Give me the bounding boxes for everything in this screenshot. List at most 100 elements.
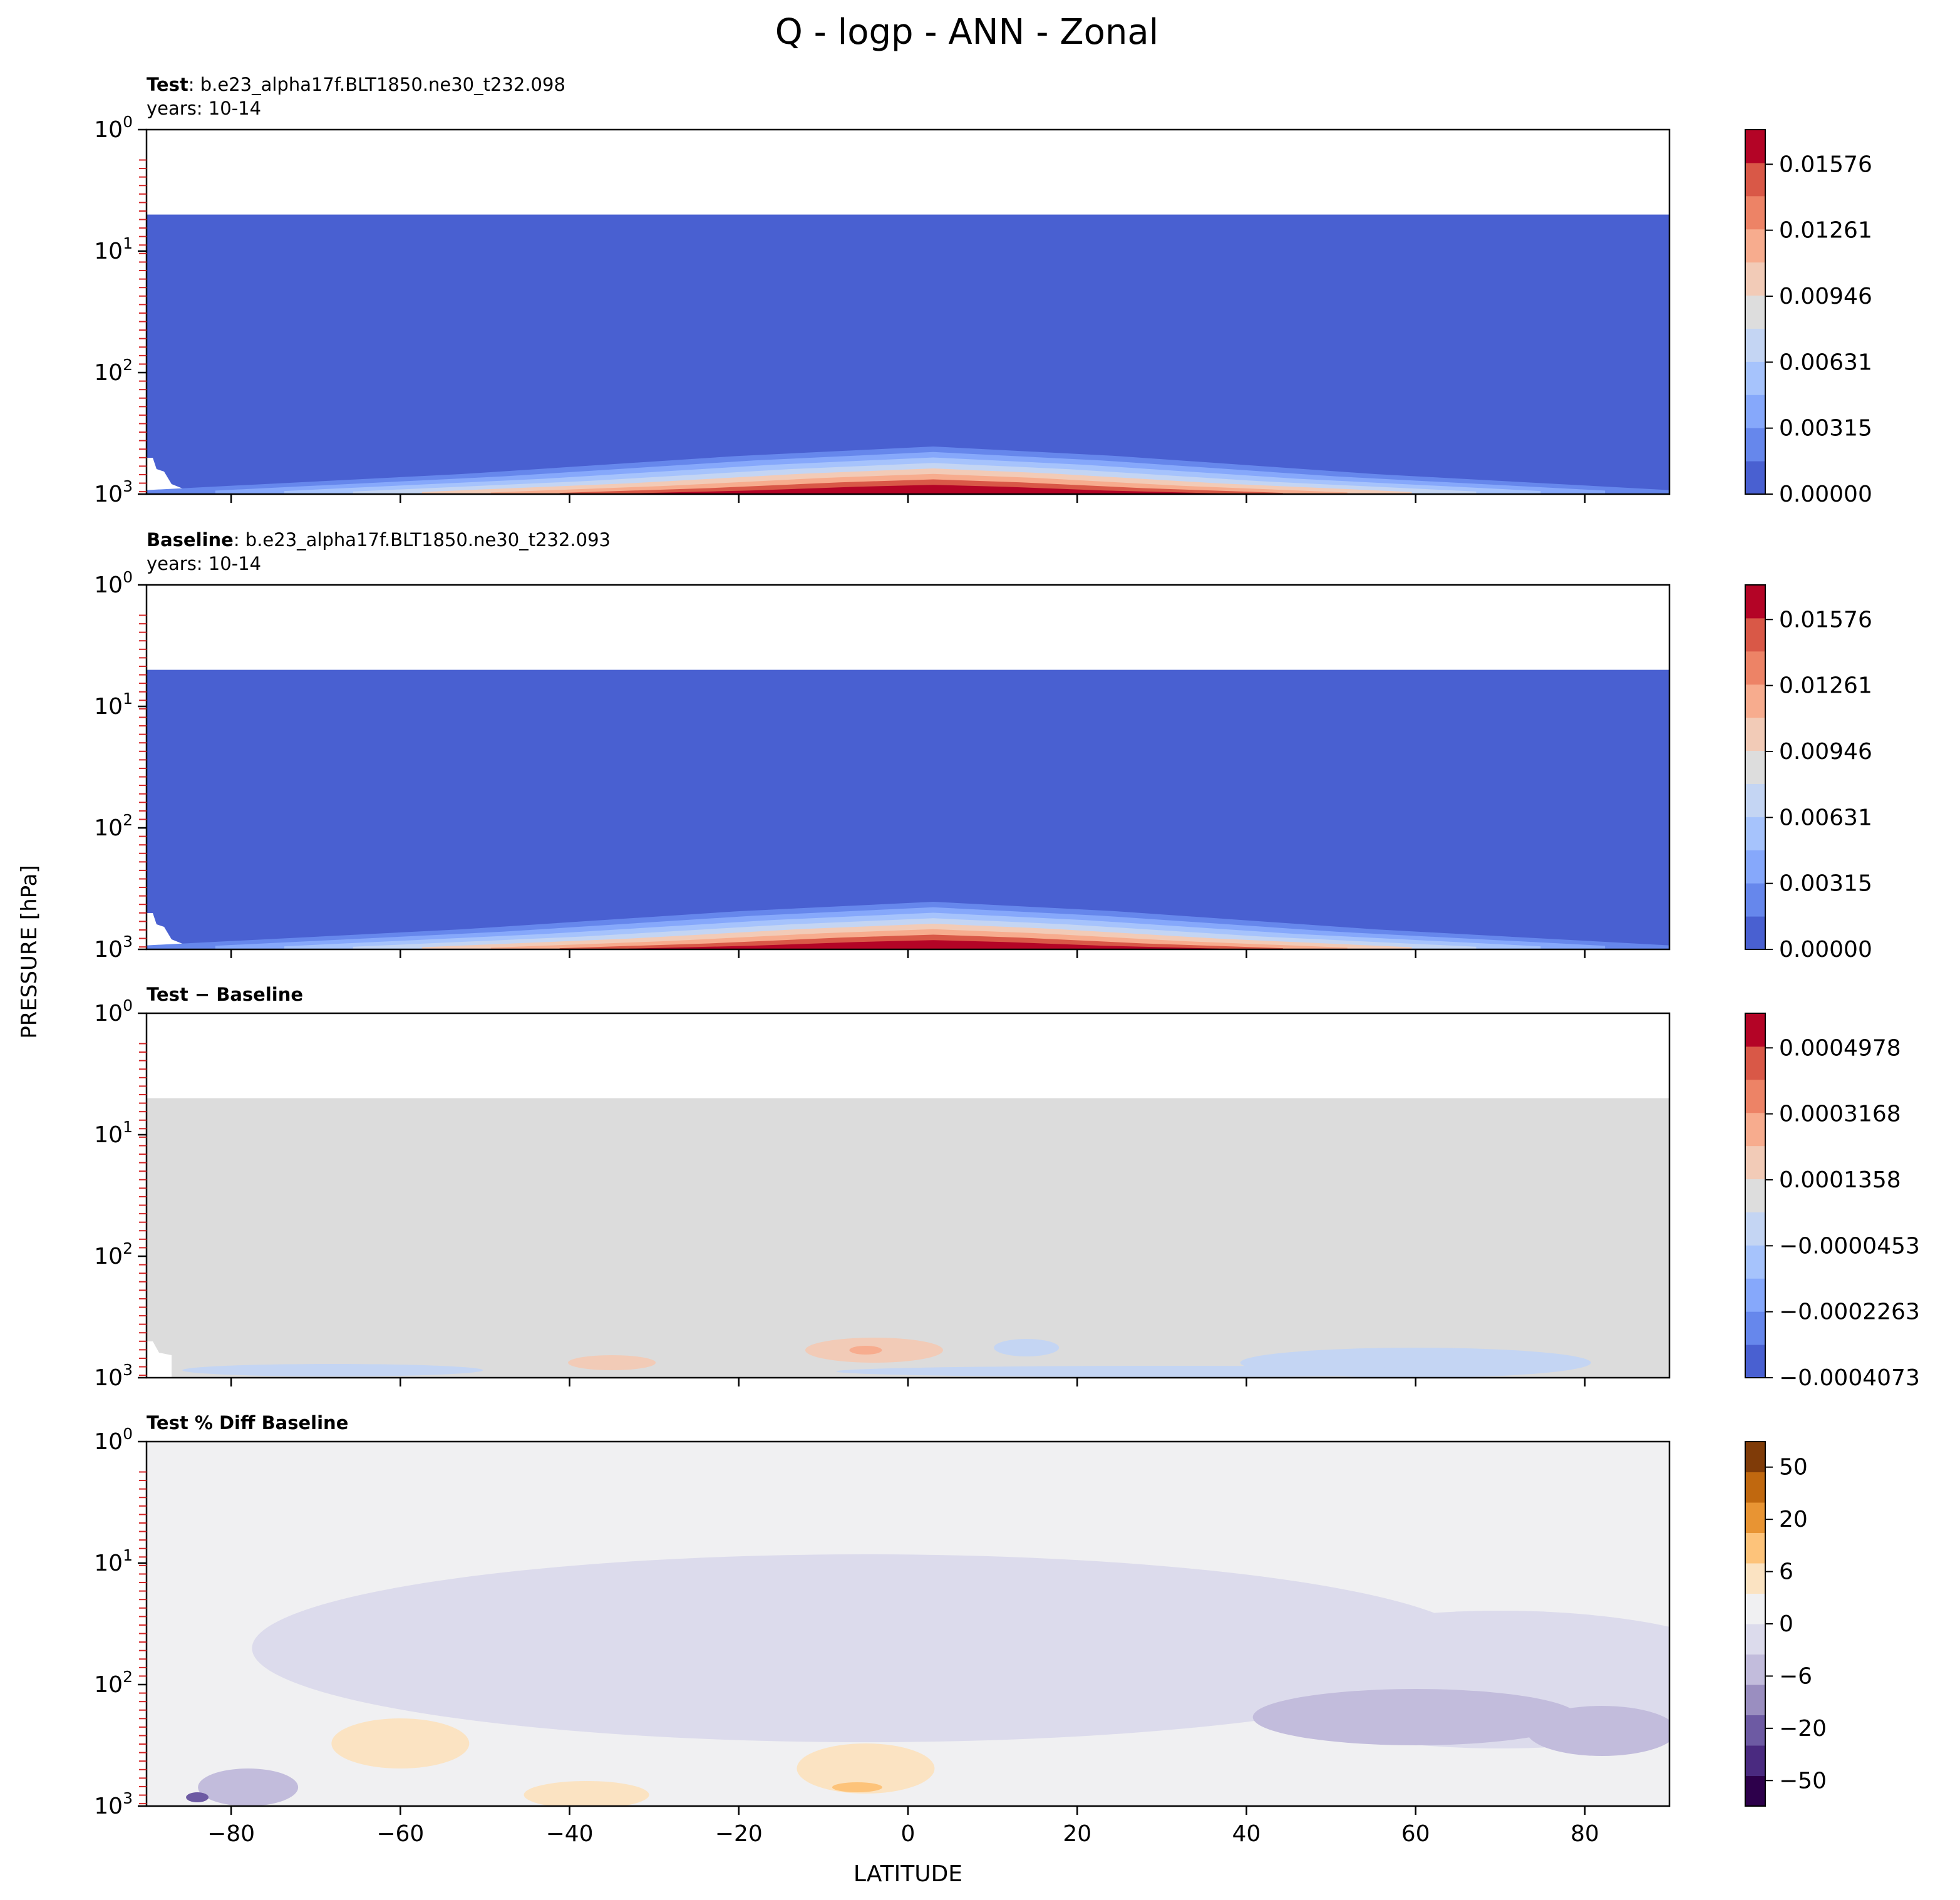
y-tick-label: 102 <box>94 811 133 841</box>
colorbar-swatch <box>1745 195 1765 230</box>
contour-band <box>628 485 1219 494</box>
contour-field <box>147 1098 1669 1378</box>
panel-2: 100 101 102 103 Baseline: b.e23_alpha17f.BLT… <box>94 529 1872 963</box>
panel-years: years: 10-14 <box>147 98 261 119</box>
colorbar-swatch <box>1745 1278 1765 1312</box>
colorbar: 0.01576 0.01261 0.00946 0.00631 0.00315 0.000… <box>1745 129 1872 507</box>
colorbar-swatch <box>1745 361 1765 395</box>
colorbar-tick-label: 0.00631 <box>1779 349 1872 375</box>
contour-blob <box>797 1743 935 1794</box>
colorbar-swatch <box>1745 229 1765 263</box>
contour-blob <box>1252 1689 1579 1745</box>
contour-blob <box>832 1782 882 1792</box>
colorbar-swatch <box>1745 1442 1765 1472</box>
y-axis-label: PRESSURE [hPa] <box>17 865 42 1038</box>
y-tick-label: 102 <box>94 1239 133 1269</box>
colorbar-swatch <box>1745 651 1765 685</box>
x-axis-label: LATITUDE <box>854 1861 962 1887</box>
colorbar-swatch <box>1745 916 1765 950</box>
colorbar-swatch <box>1745 1532 1765 1564</box>
field-fill <box>147 1098 1669 1378</box>
y-tick-label: 100 <box>94 1425 133 1455</box>
colorbar-tick-label: −0.0002263 <box>1779 1299 1920 1325</box>
colorbar-swatch <box>1745 1502 1765 1533</box>
colorbar-swatch <box>1745 395 1765 428</box>
colorbar-tick-label: 0.01261 <box>1779 673 1872 699</box>
colorbar-swatch <box>1745 1079 1765 1113</box>
colorbar-swatch <box>1745 717 1765 751</box>
colorbar-swatch <box>1745 1654 1765 1685</box>
colorbar-swatch <box>1745 461 1765 495</box>
colorbar-tick-label: 0.0003168 <box>1779 1102 1901 1127</box>
colorbar-swatch <box>1745 817 1765 850</box>
contour-blob <box>836 1366 1488 1377</box>
colorbar-swatch <box>1745 1345 1765 1378</box>
contour-blob <box>252 1554 1480 1742</box>
colorbar-tick-label: 6 <box>1779 1559 1793 1585</box>
colorbar-swatch <box>1745 684 1765 718</box>
x-tick-label: −60 <box>376 1821 424 1847</box>
colorbar-tick-label: 0.00000 <box>1779 937 1872 963</box>
colorbar: 0.01576 0.01261 0.00946 0.00631 0.00315 0.000… <box>1745 584 1872 963</box>
colorbar-swatch <box>1745 1145 1765 1180</box>
contour-field <box>147 214 1669 494</box>
colorbar-swatch <box>1745 295 1765 329</box>
contour-band <box>628 940 1219 949</box>
colorbar-tick-label: −0.0004073 <box>1779 1365 1920 1391</box>
x-tick-label: 20 <box>1063 1821 1091 1847</box>
y-tick-label: 103 <box>94 477 133 507</box>
contour-blob <box>186 1792 209 1802</box>
colorbar-swatch <box>1745 428 1765 462</box>
panel-label: Test % Diff Baseline <box>147 1412 348 1433</box>
field-fill <box>147 669 1669 949</box>
colorbar-swatch <box>1745 1775 1765 1807</box>
terrain-mask <box>147 1341 172 1378</box>
y-tick-label: 103 <box>94 932 133 963</box>
colorbar-tick-label: 0 <box>1779 1611 1793 1637</box>
panel-label: Test: b.e23_alpha17f.BLT1850.ne30_t232.0… <box>147 74 565 95</box>
colorbar: 0.0004978 0.0003168 0.0001358 −0.0000453 −0.… <box>1745 1013 1920 1391</box>
contour-blob <box>182 1364 483 1376</box>
colorbar-swatch <box>1745 585 1765 619</box>
level-markers <box>139 159 147 493</box>
colorbar-tick-label: 0.0004978 <box>1779 1035 1901 1061</box>
panel-years: years: 10-14 <box>147 553 261 574</box>
level-markers <box>139 614 147 948</box>
colorbar-swatch <box>1745 328 1765 362</box>
y-tick-label: 100 <box>94 568 133 598</box>
terrain-mask <box>147 458 184 494</box>
colorbar-swatch <box>1745 617 1765 652</box>
colorbar-swatch <box>1745 262 1765 296</box>
colorbar-tick-label: 0.0001358 <box>1779 1167 1901 1193</box>
colorbar-swatch <box>1745 1715 1765 1746</box>
y-tick-label: 103 <box>94 1789 133 1819</box>
y-tick-label: 101 <box>94 1118 133 1148</box>
terrain-mask <box>147 913 184 949</box>
x-tick-label: 40 <box>1232 1821 1261 1847</box>
y-tick-label: 100 <box>94 996 133 1026</box>
level-markers <box>139 1471 147 1805</box>
panels: 100 101 102 103 Test: b.e23_alpha17f.BLT1850… <box>94 74 1920 1847</box>
colorbar-swatch <box>1745 1624 1765 1655</box>
colorbar-swatch <box>1745 1745 1765 1776</box>
y-tick-label: 102 <box>94 356 133 386</box>
colorbar-swatch <box>1745 1311 1765 1345</box>
panel-label: Baseline: b.e23_alpha17f.BLT1850.ne30_t2… <box>147 529 611 550</box>
panel-1: 100 101 102 103 Test: b.e23_alpha17f.BLT1850… <box>94 74 1872 507</box>
colorbar-tick-label: 0.00631 <box>1779 805 1872 830</box>
y-tick-label: 103 <box>94 1361 133 1391</box>
colorbar-tick-label: 0.00946 <box>1779 284 1872 309</box>
colorbar-tick-label: 50 <box>1779 1455 1808 1480</box>
colorbar-swatch <box>1745 1563 1765 1594</box>
colorbar-tick-label: 0.00946 <box>1779 739 1872 765</box>
colorbar-tick-label: 0.00000 <box>1779 482 1872 507</box>
contour-field <box>147 669 1669 949</box>
panel-label: Test − Baseline <box>147 984 303 1005</box>
colorbar-swatch <box>1745 1046 1765 1080</box>
level-markers <box>139 1043 147 1376</box>
colorbar-swatch <box>1745 850 1765 884</box>
colorbar-swatch <box>1745 130 1765 163</box>
colorbar-tick-label: 20 <box>1779 1507 1808 1532</box>
